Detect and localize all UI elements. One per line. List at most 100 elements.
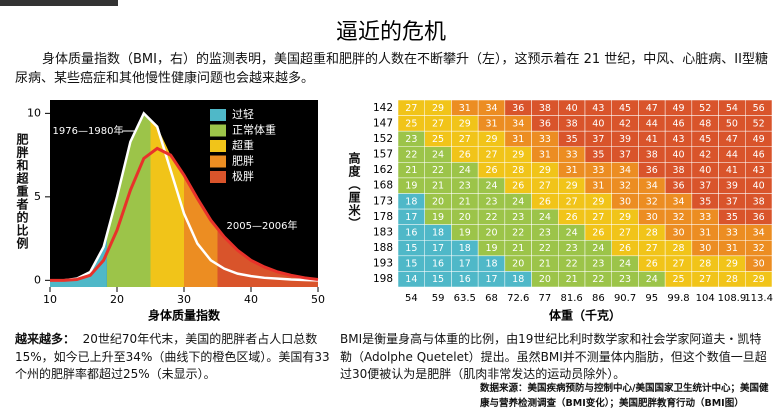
cell-label: 17 (485, 274, 497, 285)
cell-label: 30 (619, 196, 631, 207)
cell-label: 49 (672, 103, 684, 114)
col-label: 68 (485, 293, 498, 304)
cell-label: 44 (646, 118, 658, 129)
cell-label: 34 (646, 181, 658, 192)
x-tick-label: 20 (110, 293, 124, 306)
row-label: 188 (373, 242, 393, 254)
cell-label: 37 (592, 134, 604, 145)
cell-label: 29 (539, 165, 551, 176)
note-lead: 越来越多： (15, 332, 76, 346)
cell-label: 40 (753, 181, 765, 192)
cell-label: 36 (512, 103, 524, 114)
x-tick-label: 40 (244, 293, 258, 306)
cell-label: 30 (646, 212, 658, 223)
cell-label: 27 (619, 227, 631, 238)
cell-label: 26 (566, 212, 578, 223)
cell-label: 45 (699, 134, 711, 145)
cell-label: 27 (699, 274, 711, 285)
col-label: 104 (696, 293, 715, 304)
cell-label: 21 (566, 274, 578, 285)
cell-label: 19 (432, 212, 444, 223)
cell-label: 22 (485, 212, 497, 223)
cell-label: 28 (646, 227, 658, 238)
cell-label: 50 (726, 118, 738, 129)
cell-label: 42 (699, 150, 711, 161)
cell-label: 28 (672, 243, 684, 254)
cell-label: 32 (753, 243, 765, 254)
cell-label: 21 (405, 165, 417, 176)
legend-swatch (210, 109, 226, 121)
y-tick-label: 5 (34, 190, 41, 203)
col-label: 99.8 (667, 293, 689, 304)
cell-label: 31 (566, 165, 578, 176)
legend-swatch (210, 171, 226, 183)
cell-label: 30 (753, 259, 765, 270)
cell-label: 30 (672, 227, 684, 238)
cell-label: 38 (672, 165, 684, 176)
cell-label: 24 (619, 259, 631, 270)
y-axis-label: 肥胖和超重者的比例 (15, 133, 29, 250)
cell-label: 28 (726, 274, 738, 285)
cell-label: 43 (672, 134, 684, 145)
y-tick-label: 10 (27, 106, 41, 119)
cell-label: 27 (672, 259, 684, 270)
cell-label: 17 (432, 243, 444, 254)
y-axis-label: 高度（厘米） (347, 152, 361, 230)
row-label: 183 (373, 226, 393, 238)
cell-label: 23 (405, 134, 417, 145)
series-label: 2005—2006年 (227, 219, 298, 232)
cell-label: 29 (485, 134, 497, 145)
cell-label: 21 (539, 259, 551, 270)
cell-label: 31 (699, 227, 711, 238)
col-label: 81.6 (561, 293, 583, 304)
cell-label: 37 (619, 150, 631, 161)
cell-label: 19 (485, 243, 497, 254)
cell-label: 46 (753, 150, 765, 161)
cell-label: 26 (539, 196, 551, 207)
cell-label: 32 (672, 212, 684, 223)
cell-label: 22 (539, 243, 551, 254)
cell-label: 31 (726, 243, 738, 254)
title: 逼近的危机 (336, 20, 446, 45)
cell-label: 20 (485, 227, 497, 238)
cell-label: 26 (646, 259, 658, 270)
cell-label: 31 (512, 134, 524, 145)
legend-label: 肥胖 (232, 155, 254, 168)
cell-label: 37 (699, 181, 711, 192)
cell-label: 21 (432, 181, 444, 192)
col-label: 63.5 (454, 293, 476, 304)
row-label: 142 (373, 102, 393, 114)
row-label: 173 (373, 195, 393, 207)
row-label: 178 (373, 211, 393, 223)
cell-label: 47 (726, 134, 738, 145)
cell-label: 32 (619, 181, 631, 192)
cell-label: 16 (459, 274, 471, 285)
cell-label: 38 (753, 196, 765, 207)
cell-label: 24 (592, 243, 604, 254)
cell-label: 39 (726, 181, 738, 192)
x-axis-label: 身体质量指数 (148, 308, 221, 323)
cell-label: 30 (699, 243, 711, 254)
cell-label: 43 (592, 103, 604, 114)
row-label: 198 (373, 273, 393, 285)
cell-label: 36 (539, 118, 551, 129)
cell-label: 27 (539, 181, 551, 192)
cell-label: 24 (539, 212, 551, 223)
cell-label: 28 (512, 165, 524, 176)
cell-label: 35 (592, 150, 604, 161)
legend-label: 正常体重 (232, 123, 276, 137)
cell-label: 27 (432, 118, 444, 129)
cell-label: 23 (485, 196, 497, 207)
cell-label: 33 (592, 165, 604, 176)
x-tick-label: 50 (311, 293, 325, 306)
cell-label: 47 (646, 103, 658, 114)
cell-label: 33 (726, 227, 738, 238)
cell-label: 27 (592, 212, 604, 223)
col-label: 90.7 (614, 293, 636, 304)
cell-label: 46 (672, 118, 684, 129)
cell-label: 36 (672, 181, 684, 192)
cell-label: 35 (566, 134, 578, 145)
cell-label: 38 (646, 150, 658, 161)
cell-label: 26 (619, 243, 631, 254)
